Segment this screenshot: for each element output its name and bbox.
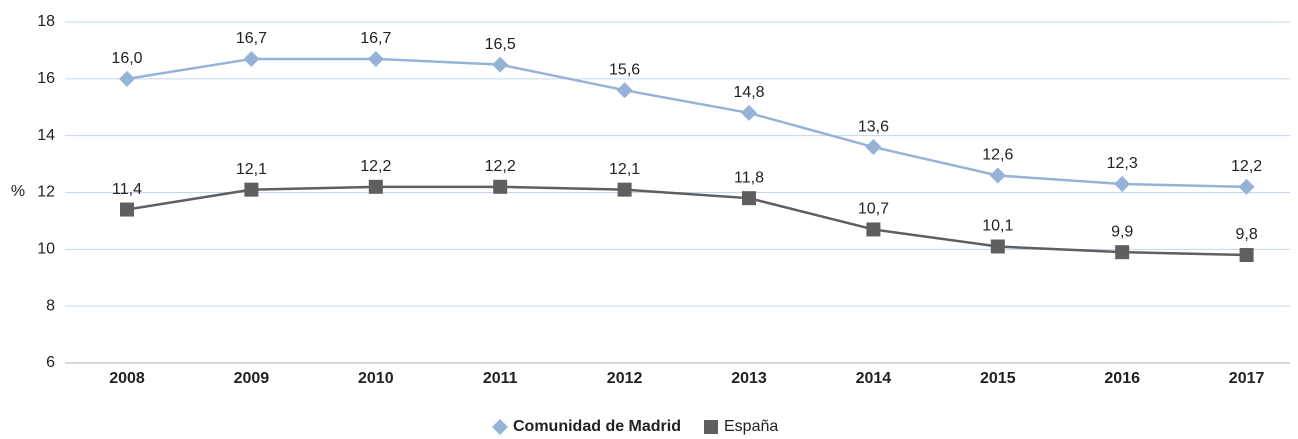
y-tick-label: 14	[37, 127, 55, 144]
data-label: 11,4	[112, 181, 142, 198]
x-tick-label: 2015	[980, 370, 1016, 387]
data-label: 16,7	[236, 30, 267, 47]
y-tick-label: 10	[37, 241, 55, 258]
x-tick-label: 2014	[856, 370, 892, 387]
x-tick-label: 2009	[234, 370, 270, 387]
marker	[617, 182, 632, 197]
data-label: 12,6	[982, 147, 1013, 164]
marker	[367, 50, 384, 67]
marker	[1239, 248, 1254, 263]
y-tick-label: 8	[46, 297, 55, 314]
x-tick-label: 2008	[109, 370, 145, 387]
marker	[989, 167, 1006, 184]
data-label: 16,5	[485, 36, 516, 53]
marker	[120, 202, 134, 217]
data-label: 12,2	[360, 158, 391, 175]
data-label: 14,8	[733, 84, 764, 101]
data-label: 15,6	[609, 61, 640, 78]
line	[126, 185, 1247, 257]
y-tick-label: 12	[37, 184, 55, 201]
x-tick-label: 2011	[483, 370, 518, 387]
marker	[990, 239, 1005, 254]
marker	[368, 179, 383, 194]
data-label: 10,7	[858, 201, 889, 218]
y-axis-label: %	[11, 183, 25, 200]
x-tick-label: 2016	[1104, 370, 1140, 387]
marker	[1115, 245, 1130, 260]
data-label: 12,3	[1107, 155, 1138, 172]
marker	[243, 50, 260, 67]
data-label: 16,7	[360, 30, 391, 47]
data-label: 11,8	[734, 169, 764, 186]
marker	[704, 420, 718, 434]
data-label: 12,2	[485, 158, 516, 175]
y-tick-label: 6	[46, 354, 55, 371]
data-label: 12,1	[609, 161, 640, 178]
marker	[1114, 175, 1131, 192]
data-label: 13,6	[858, 118, 889, 135]
marker	[866, 222, 881, 237]
marker	[493, 179, 508, 194]
marker	[492, 419, 508, 435]
data-label: 12,1	[236, 161, 267, 178]
legend-label: España	[724, 418, 778, 435]
y-tick-label: 16	[37, 70, 55, 87]
marker	[244, 182, 259, 197]
data-label: 16,0	[111, 50, 142, 67]
marker	[616, 82, 633, 99]
line	[126, 57, 1247, 189]
data-label: 9,8	[1235, 226, 1257, 243]
marker	[741, 104, 757, 121]
marker	[119, 70, 135, 87]
data-label: 10,1	[982, 218, 1013, 235]
data-label: 12,2	[1231, 158, 1262, 175]
x-tick-label: 2012	[607, 370, 643, 387]
marker	[742, 191, 756, 206]
marker	[865, 139, 882, 156]
y-tick-label: 18	[37, 13, 55, 30]
marker	[492, 56, 509, 73]
x-tick-label: 2013	[731, 370, 767, 387]
x-tick-label: 2017	[1229, 370, 1265, 387]
marker	[1238, 178, 1255, 195]
x-tick-label: 2010	[358, 370, 394, 387]
legend-label: Comunidad de Madrid	[513, 418, 681, 435]
data-label: 9,9	[1111, 223, 1133, 240]
